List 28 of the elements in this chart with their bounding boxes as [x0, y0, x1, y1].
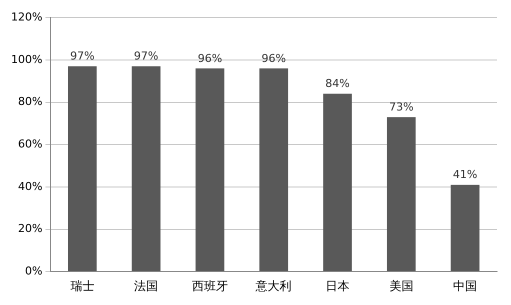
- y-tick-label: 100%: [10, 52, 42, 66]
- x-tick-label: 日本: [326, 278, 350, 293]
- x-tick-label: 美国: [389, 278, 414, 293]
- bar: [450, 184, 480, 272]
- x-tick-label: 意大利: [254, 278, 292, 293]
- y-tick-label: 20%: [18, 222, 42, 236]
- y-tick-label: 60%: [18, 137, 42, 150]
- y-tick-label: 80%: [18, 95, 42, 108]
- bar: [132, 66, 160, 272]
- y-tick-label: 120%: [10, 10, 42, 24]
- x-tick-label: 西班牙: [192, 278, 228, 293]
- data-label: 41%: [452, 168, 478, 182]
- data-label: 97%: [70, 50, 95, 63]
- y-tick-label: 0%: [24, 264, 42, 278]
- y-tick-label: 40%: [18, 180, 42, 193]
- data-label: 96%: [261, 52, 286, 65]
- bar: [259, 68, 288, 272]
- data-label: 84%: [325, 77, 350, 90]
- data-label: 96%: [198, 52, 222, 65]
- x-tick-label: 瑞士: [70, 278, 94, 293]
- bar: [196, 68, 224, 272]
- bar: [323, 94, 352, 272]
- x-tick-label: 中国: [453, 278, 478, 293]
- data-label: 73%: [389, 100, 414, 114]
- bar: [386, 117, 416, 272]
- bar: [68, 66, 97, 272]
- data-label: 97%: [134, 50, 158, 63]
- x-tick-label: 法国: [134, 278, 158, 293]
